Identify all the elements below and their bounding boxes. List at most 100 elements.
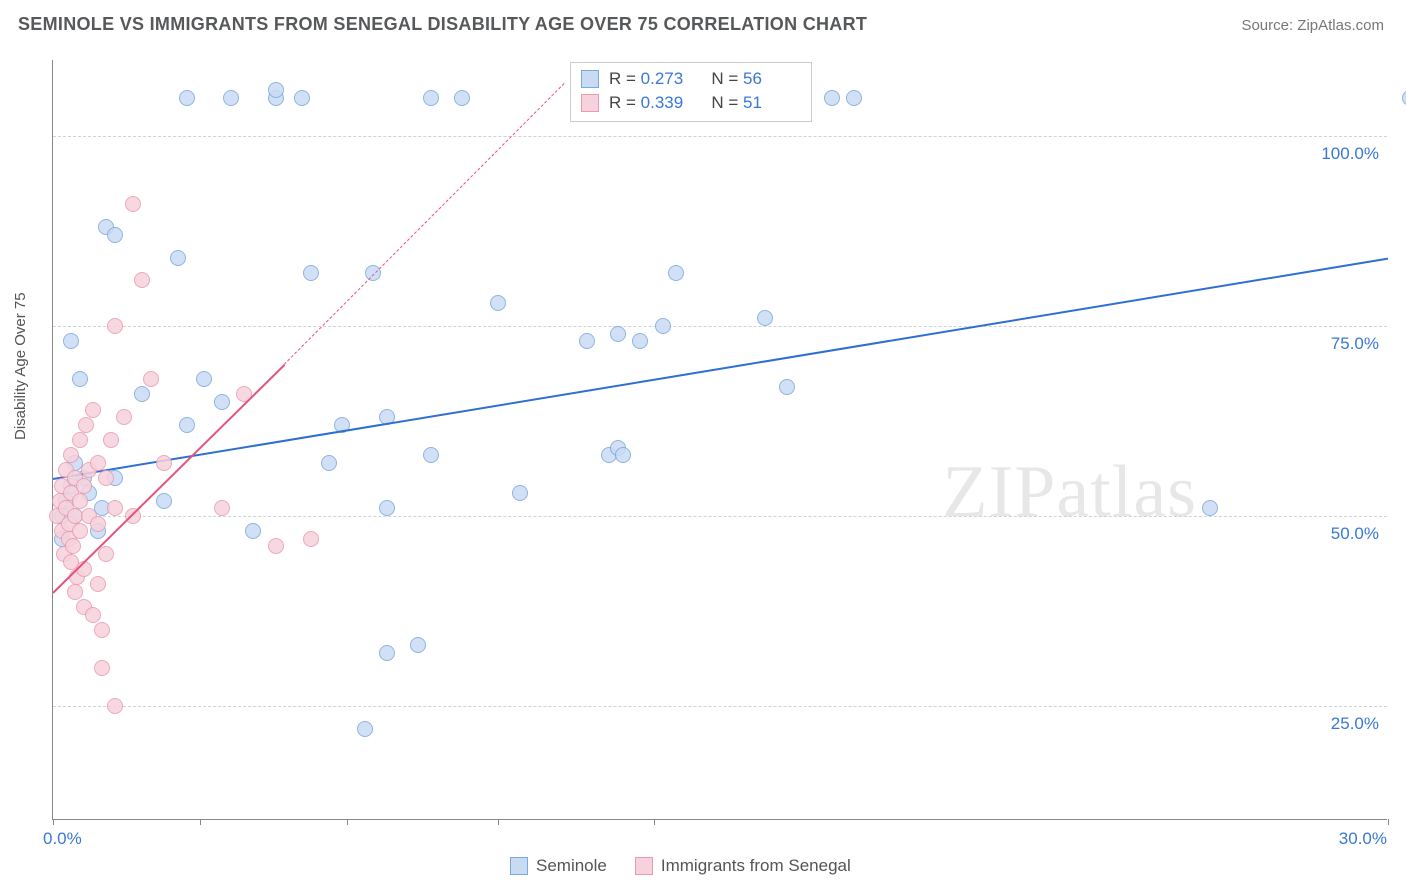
x-tick bbox=[1388, 819, 1389, 825]
data-point bbox=[615, 447, 631, 463]
y-tick-label: 25.0% bbox=[1331, 714, 1379, 734]
data-point bbox=[107, 227, 123, 243]
data-point bbox=[303, 531, 319, 547]
regression-line bbox=[53, 258, 1388, 480]
data-point bbox=[357, 721, 373, 737]
plot-area: ZIPatlas 25.0%50.0%75.0%100.0%0.0%30.0% bbox=[52, 60, 1387, 820]
data-point bbox=[1202, 500, 1218, 516]
data-point bbox=[94, 622, 110, 638]
data-point bbox=[214, 500, 230, 516]
data-point bbox=[90, 455, 106, 471]
data-point bbox=[76, 478, 92, 494]
data-point bbox=[245, 523, 261, 539]
regression-line bbox=[284, 83, 565, 365]
gridline bbox=[53, 136, 1387, 137]
data-point bbox=[824, 90, 840, 106]
data-point bbox=[179, 90, 195, 106]
gridline bbox=[53, 706, 1387, 707]
data-point bbox=[107, 698, 123, 714]
data-point bbox=[156, 455, 172, 471]
data-point bbox=[170, 250, 186, 266]
data-point bbox=[512, 485, 528, 501]
data-point bbox=[72, 371, 88, 387]
stat-r: R = 0.273 bbox=[609, 69, 697, 89]
series-swatch bbox=[635, 857, 653, 875]
stat-n: N = 51 bbox=[707, 93, 799, 113]
stat-r: R = 0.339 bbox=[609, 93, 697, 113]
data-point bbox=[846, 90, 862, 106]
x-tick bbox=[498, 819, 499, 825]
data-point bbox=[757, 310, 773, 326]
stat-n: N = 56 bbox=[707, 69, 799, 89]
data-point bbox=[610, 326, 626, 342]
data-point bbox=[303, 265, 319, 281]
data-point bbox=[579, 333, 595, 349]
x-tick bbox=[347, 819, 348, 825]
data-point bbox=[85, 607, 101, 623]
data-point bbox=[63, 447, 79, 463]
data-point bbox=[214, 394, 230, 410]
data-point bbox=[90, 516, 106, 532]
watermark: ZIPatlas bbox=[942, 450, 1197, 535]
data-point bbox=[63, 333, 79, 349]
data-point bbox=[143, 371, 159, 387]
series-swatch bbox=[581, 94, 599, 112]
data-point bbox=[1402, 90, 1406, 106]
chart-title: SEMINOLE VS IMMIGRANTS FROM SENEGAL DISA… bbox=[18, 14, 867, 35]
x-tick bbox=[654, 819, 655, 825]
data-point bbox=[668, 265, 684, 281]
legend-item: Seminole bbox=[510, 856, 607, 876]
data-point bbox=[321, 455, 337, 471]
legend-label: Seminole bbox=[536, 856, 607, 876]
x-tick bbox=[200, 819, 201, 825]
y-tick-label: 50.0% bbox=[1331, 524, 1379, 544]
data-point bbox=[134, 272, 150, 288]
data-point bbox=[72, 432, 88, 448]
x-tick bbox=[53, 819, 54, 825]
data-point bbox=[72, 523, 88, 539]
data-point bbox=[423, 90, 439, 106]
series-swatch bbox=[510, 857, 528, 875]
legend-label: Immigrants from Senegal bbox=[661, 856, 851, 876]
data-point bbox=[423, 447, 439, 463]
legend: Seminole Immigrants from Senegal bbox=[510, 856, 851, 876]
data-point bbox=[410, 637, 426, 653]
x-tick-label: 0.0% bbox=[43, 829, 82, 849]
source-label: Source: ZipAtlas.com bbox=[1241, 17, 1384, 34]
data-point bbox=[116, 409, 132, 425]
data-point bbox=[125, 508, 141, 524]
data-point bbox=[379, 500, 395, 516]
data-point bbox=[90, 576, 106, 592]
data-point bbox=[196, 371, 212, 387]
gridline bbox=[53, 326, 1387, 327]
correlation-stats-box: R = 0.273 N = 56 R = 0.339 N = 51 bbox=[570, 62, 812, 122]
data-point bbox=[85, 402, 101, 418]
data-point bbox=[107, 500, 123, 516]
data-point bbox=[655, 318, 671, 334]
data-point bbox=[67, 584, 83, 600]
gridline bbox=[53, 516, 1387, 517]
data-point bbox=[156, 493, 172, 509]
y-tick-label: 100.0% bbox=[1321, 144, 1379, 164]
data-point bbox=[223, 90, 239, 106]
data-point bbox=[632, 333, 648, 349]
data-point bbox=[125, 196, 141, 212]
data-point bbox=[379, 645, 395, 661]
data-point bbox=[103, 432, 119, 448]
data-point bbox=[72, 493, 88, 509]
legend-item: Immigrants from Senegal bbox=[635, 856, 851, 876]
data-point bbox=[779, 379, 795, 395]
data-point bbox=[294, 90, 310, 106]
data-point bbox=[98, 546, 114, 562]
data-point bbox=[454, 90, 470, 106]
data-point bbox=[107, 318, 123, 334]
series-swatch bbox=[581, 70, 599, 88]
data-point bbox=[268, 538, 284, 554]
x-tick-label: 30.0% bbox=[1339, 829, 1387, 849]
data-point bbox=[268, 82, 284, 98]
data-point bbox=[134, 386, 150, 402]
y-tick-label: 75.0% bbox=[1331, 334, 1379, 354]
data-point bbox=[65, 538, 81, 554]
data-point bbox=[490, 295, 506, 311]
y-axis-title: Disability Age Over 75 bbox=[12, 292, 29, 440]
